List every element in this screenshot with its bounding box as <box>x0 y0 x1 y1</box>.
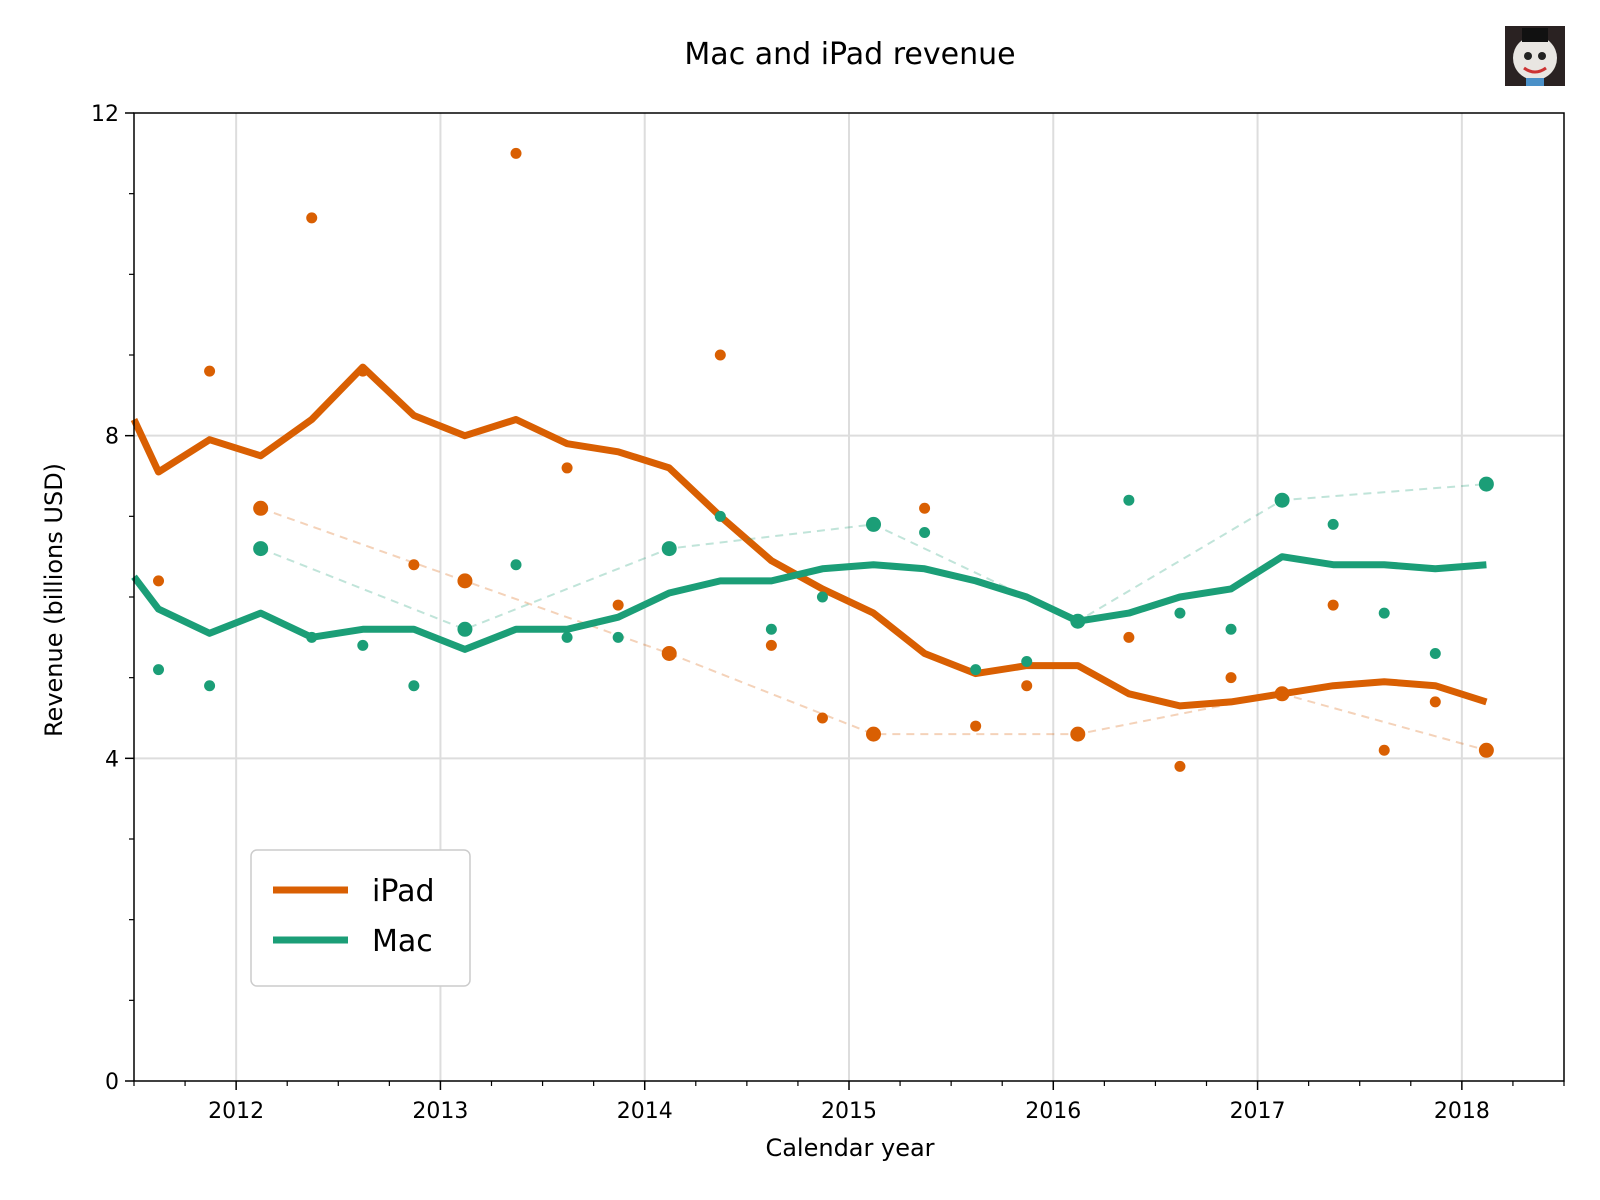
ipad-quarter-point <box>306 212 318 224</box>
mac-annual-point <box>1478 476 1494 492</box>
mac-annual-point <box>1274 492 1290 508</box>
legend-label-ipad: iPad <box>372 874 435 909</box>
mac-quarter-point <box>1429 647 1441 659</box>
mac-quarter-point <box>970 664 982 676</box>
series-ipad <box>130 147 1494 772</box>
ipad-quarter-point <box>1429 696 1441 708</box>
ipad-quarter-point <box>714 349 726 361</box>
mac-quarter-point <box>204 680 216 692</box>
x-tick-label: 2014 <box>617 1099 673 1124</box>
mac-quarter-point <box>1021 656 1033 668</box>
y-tick-label: 12 <box>91 102 119 127</box>
mac-quarter-point <box>1327 518 1339 530</box>
ipad-quarter-point <box>204 365 216 377</box>
ipad-quarter-point <box>153 575 165 587</box>
mac-average-line <box>131 553 1487 653</box>
ipad-annual-point <box>1478 742 1494 758</box>
x-tick-label: 2013 <box>412 1099 468 1124</box>
ipad-quarter-point <box>408 559 420 571</box>
y-axis-label: Revenue (billions USD) <box>40 463 68 737</box>
ipad-annual-trend-line <box>260 507 1487 752</box>
ipad-quarter-point <box>510 147 522 159</box>
ipad-quarter-point <box>1378 744 1390 756</box>
x-tick-label: 2016 <box>1025 1099 1081 1124</box>
ipad-quarter-point <box>1021 680 1033 692</box>
y-tick-label: 0 <box>105 1070 119 1095</box>
ipad-quarter-point <box>561 462 573 474</box>
mac-quarter-point <box>1225 623 1237 635</box>
ipad-quarter-point <box>1174 760 1186 772</box>
mac-annual-point <box>661 541 677 557</box>
mac-quarter-point <box>510 559 522 571</box>
ipad-quarter-point <box>816 712 828 724</box>
series-mac <box>131 476 1494 692</box>
ipad-annual-point <box>866 726 882 742</box>
mac-quarter-point <box>714 510 726 522</box>
mac-quarter-point <box>153 664 165 676</box>
legend-box <box>250 849 471 987</box>
mac-quarter-point <box>765 623 777 635</box>
grid <box>134 113 1564 1081</box>
ipad-quarter-point <box>1225 672 1237 684</box>
ipad-quarter-point <box>612 599 624 611</box>
ipad-quarter-point <box>919 502 931 514</box>
mac-quarter-point <box>561 631 573 643</box>
ipad-annual-point <box>661 645 677 661</box>
x-tick-label: 2015 <box>821 1099 877 1124</box>
mac-annual-point <box>457 621 473 637</box>
legend-label-mac: Mac <box>372 924 433 959</box>
x-axis: 2012 2013 2014 2015 2016 2017 2018 <box>133 1081 1565 1124</box>
x-tick-label: 2018 <box>1434 1099 1490 1124</box>
ipad-quarter-point <box>765 639 777 651</box>
mac-quarter-point <box>816 591 828 603</box>
x-tick-label: 2012 <box>208 1099 264 1124</box>
mac-annual-point <box>866 516 882 532</box>
mac-quarter-point <box>919 526 931 538</box>
ipad-annual-point <box>253 500 269 516</box>
legend: iPad Mac <box>250 849 471 987</box>
series-layer <box>130 147 1494 772</box>
chart-title: Mac and iPad revenue <box>684 37 1015 72</box>
plot-area: 2012 2013 2014 2015 2016 2017 2018 0 4 8 12 <box>91 102 1565 1124</box>
mac-quarter-point <box>1378 607 1390 619</box>
mac-quarter-point <box>408 680 420 692</box>
mac-quarter-point <box>1174 607 1186 619</box>
ipad-annual-point <box>1070 726 1086 742</box>
y-axis: 0 4 8 12 <box>91 102 134 1095</box>
avatar <box>1505 26 1565 86</box>
y-tick-label: 8 <box>105 425 119 450</box>
ipad-quarter-point <box>970 720 982 732</box>
y-tick-label: 4 <box>105 747 119 772</box>
ipad-quarter-point <box>1327 599 1339 611</box>
x-axis-label: Calendar year <box>765 1134 934 1162</box>
ipad-quarter-point <box>1123 631 1135 643</box>
ipad-average-line <box>130 363 1488 710</box>
ipad-annual-point <box>457 573 473 589</box>
x-tick-label: 2017 <box>1230 1099 1286 1124</box>
mac-quarter-point <box>357 639 369 651</box>
mac-quarter-point <box>612 631 624 643</box>
mac-annual-point <box>253 541 269 557</box>
mac-quarter-point <box>1123 494 1135 506</box>
